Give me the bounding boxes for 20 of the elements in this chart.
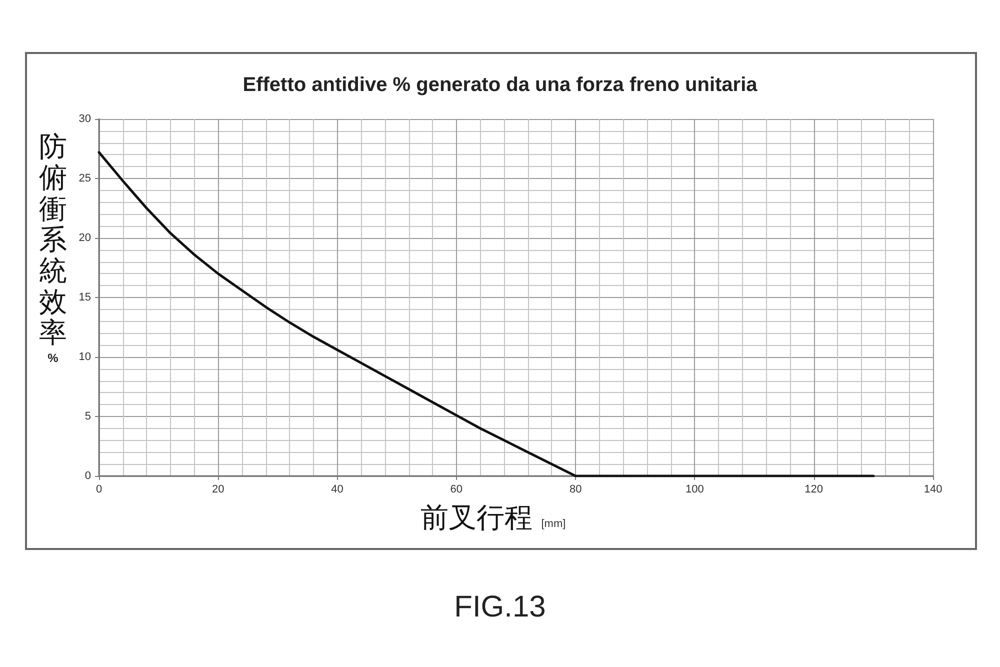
x-axis-title: 前叉行程 [mm] [420,501,566,534]
y-tick-label: 5 [84,410,91,422]
x-tick-label: 0 [96,484,102,496]
caption: FIG.13 [454,590,546,624]
x-tick-label: 120 [804,484,824,496]
x-tick-label: 80 [569,484,582,496]
y-tick-label: 15 [78,292,91,304]
y-tick-label: 10 [78,351,91,363]
y-tick-label: 0 [84,470,91,482]
x-tick-label: 20 [212,484,224,496]
x-tick-label: 100 [686,484,704,496]
y-tick-label: 25 [78,172,91,184]
x-tick-label: 60 [450,484,463,496]
chart-title: Effetto antidive % generato da una forza freno unitaria [242,74,758,96]
y-tick-label: 30 [78,113,91,125]
y-tick-label: 20 [78,232,91,244]
x-tick-label: 40 [331,484,344,496]
x-tick-label: 140 [924,484,942,496]
line-series [98,151,875,478]
y-axis-title: 防俯衝系統效率 % [39,130,67,365]
